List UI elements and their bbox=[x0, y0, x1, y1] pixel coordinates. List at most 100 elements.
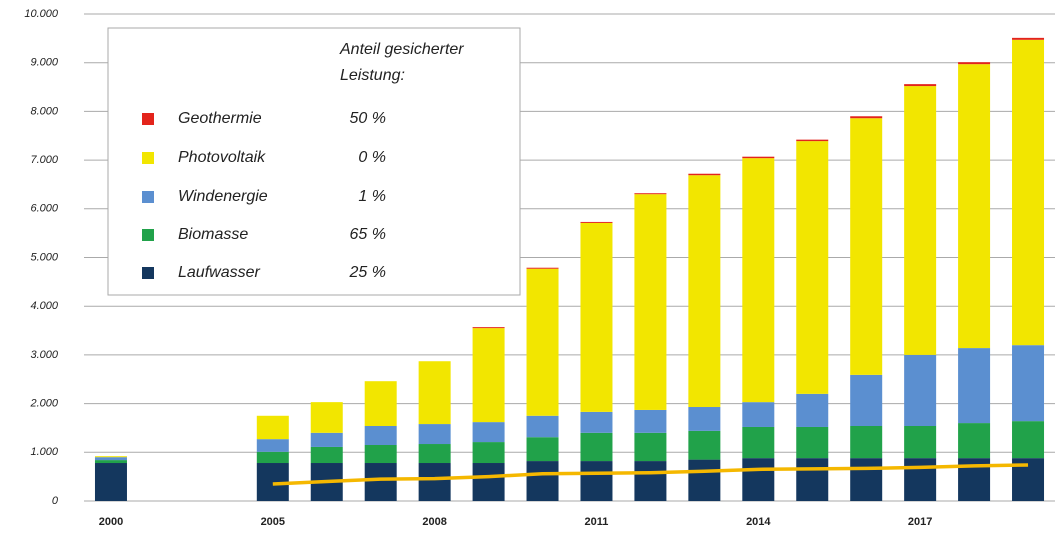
bar-segment bbox=[958, 62, 991, 65]
bar-segment bbox=[472, 327, 505, 329]
bar-segment bbox=[1012, 421, 1045, 459]
bar-segment bbox=[364, 463, 397, 501]
bar-segment bbox=[742, 156, 775, 159]
bar-segment bbox=[364, 381, 397, 427]
legend-label: Windenergie bbox=[178, 188, 268, 205]
y-tick-label: 7.000 bbox=[30, 154, 58, 166]
bars bbox=[94, 37, 1045, 501]
bar-segment bbox=[526, 268, 559, 416]
bar-segment bbox=[418, 463, 451, 501]
y-tick-label: 3.000 bbox=[30, 349, 58, 361]
bar-segment bbox=[256, 415, 289, 440]
bar-segment bbox=[580, 411, 613, 433]
bar-segment bbox=[958, 423, 991, 459]
legend-share: 0 % bbox=[358, 149, 386, 166]
bar-segment bbox=[1012, 345, 1045, 422]
legend-swatch bbox=[142, 229, 154, 241]
bar-segment bbox=[580, 221, 613, 223]
bar-segment bbox=[580, 461, 613, 501]
bar-segment bbox=[688, 430, 721, 460]
bar-segment bbox=[796, 426, 829, 459]
bar-segment bbox=[526, 267, 559, 269]
bar-segment bbox=[256, 451, 289, 464]
bar-segment bbox=[796, 393, 829, 427]
bar-segment bbox=[580, 222, 613, 412]
bar-segment bbox=[1012, 37, 1045, 40]
x-tick-label: 2005 bbox=[261, 516, 285, 528]
legend-swatch bbox=[142, 152, 154, 164]
bar-segment bbox=[742, 402, 775, 427]
bar-segment bbox=[364, 426, 397, 445]
x-tick-label: 2011 bbox=[585, 516, 609, 528]
bar-segment bbox=[850, 116, 883, 119]
bar-segment bbox=[472, 328, 505, 423]
legend-label: Laufwasser bbox=[178, 264, 260, 281]
bar-segment bbox=[418, 361, 451, 425]
bar-segment bbox=[742, 458, 775, 501]
bar-segment bbox=[904, 86, 937, 355]
bar-segment bbox=[94, 460, 127, 464]
bar-segment bbox=[634, 193, 667, 195]
x-tick-label: 2008 bbox=[422, 516, 446, 528]
y-tick-label: 10.000 bbox=[24, 8, 59, 20]
bar-segment bbox=[796, 141, 829, 394]
legend-swatch bbox=[142, 113, 154, 125]
y-tick-label: 8.000 bbox=[30, 105, 58, 117]
bar-segment bbox=[472, 463, 505, 501]
legend-title: Leistung: bbox=[340, 67, 405, 84]
bar-segment bbox=[850, 426, 883, 459]
y-tick-label: 1.000 bbox=[30, 446, 58, 458]
bar-segment bbox=[580, 432, 613, 462]
bar-segment bbox=[634, 461, 667, 501]
y-tick-label: 9.000 bbox=[30, 57, 58, 69]
legend-label: Photovoltaik bbox=[178, 149, 266, 166]
line bbox=[272, 463, 1029, 486]
legend-box bbox=[107, 27, 521, 296]
bar-segment bbox=[310, 402, 343, 433]
bar-segment bbox=[472, 442, 505, 464]
x-tick-label: 2014 bbox=[746, 516, 771, 528]
bar-segment bbox=[850, 118, 883, 375]
bar-segment bbox=[904, 84, 937, 87]
x-tick-label: 2000 bbox=[99, 516, 123, 528]
bar-segment bbox=[688, 173, 721, 176]
legend-label: Geothermie bbox=[178, 110, 262, 127]
bar-segment bbox=[364, 444, 397, 464]
bar-segment bbox=[472, 422, 505, 443]
bar-segment bbox=[796, 139, 829, 142]
y-tick-label: 4.000 bbox=[30, 300, 58, 312]
y-tick-label: 6.000 bbox=[30, 203, 58, 215]
bar-segment bbox=[958, 64, 991, 349]
bar-segment bbox=[94, 463, 127, 501]
legend-share: 25 % bbox=[349, 264, 386, 281]
bar-segment bbox=[850, 458, 883, 501]
legend-label: Biomasse bbox=[178, 226, 248, 243]
bar-segment bbox=[634, 194, 667, 410]
bar-segment bbox=[418, 444, 451, 464]
bar-segment bbox=[310, 432, 343, 447]
bar-segment bbox=[688, 459, 721, 501]
bar-segment bbox=[634, 409, 667, 433]
legend-share: 50 % bbox=[350, 110, 386, 127]
bar-segment bbox=[526, 461, 559, 501]
legend-share: 65 % bbox=[350, 226, 386, 243]
bar-segment bbox=[904, 458, 937, 501]
bar-segment bbox=[688, 407, 721, 431]
bar-segment bbox=[634, 432, 667, 462]
x-tick-label: 2017 bbox=[908, 516, 932, 528]
bar-segment bbox=[850, 374, 883, 427]
bar-segment bbox=[256, 439, 289, 452]
y-tick-label: 5.000 bbox=[30, 251, 58, 263]
legend-title: Anteil gesicherter bbox=[339, 41, 464, 58]
bar-segment bbox=[904, 426, 937, 459]
bar-segment bbox=[310, 446, 343, 464]
bar-segment bbox=[958, 348, 991, 424]
bar-segment bbox=[904, 354, 937, 427]
bar-segment bbox=[418, 424, 451, 445]
y-tick-label: 0 bbox=[52, 495, 59, 507]
bar-segment bbox=[796, 458, 829, 501]
bar-segment bbox=[94, 457, 127, 461]
bar-segment bbox=[526, 437, 559, 462]
bar-segment bbox=[742, 426, 775, 459]
